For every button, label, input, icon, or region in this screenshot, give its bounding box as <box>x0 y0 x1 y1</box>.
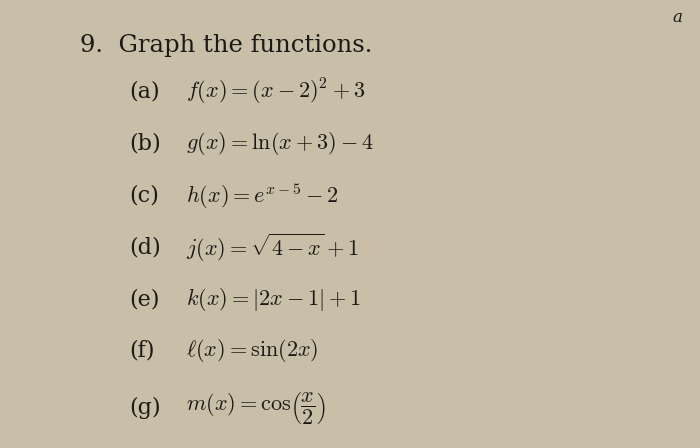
Text: (c): (c) <box>130 185 160 207</box>
Text: $\ell(x) = \sin(2x)$: $\ell(x) = \sin(2x)$ <box>186 337 318 364</box>
Text: $m(x) = \cos\!\left(\dfrac{x}{2}\right)$: $m(x) = \cos\!\left(\dfrac{x}{2}\right)$ <box>186 390 326 426</box>
Text: $h(x) = e^{x-5} - 2$: $h(x) = e^{x-5} - 2$ <box>186 181 338 211</box>
Text: (g): (g) <box>130 396 161 419</box>
Text: 9.  Graph the functions.: 9. Graph the functions. <box>80 34 373 56</box>
Text: (d): (d) <box>130 237 161 259</box>
Text: $j(x) = \sqrt{4-x} + 1$: $j(x) = \sqrt{4-x} + 1$ <box>186 232 359 264</box>
Text: (e): (e) <box>130 288 160 310</box>
Text: (f): (f) <box>130 340 155 362</box>
Text: (a): (a) <box>130 81 160 103</box>
Text: a: a <box>673 9 682 26</box>
Text: $k(x) = |2x - 1| + 1$: $k(x) = |2x - 1| + 1$ <box>186 286 360 313</box>
Text: $f(x) = (x-2)^2 + 3$: $f(x) = (x-2)^2 + 3$ <box>186 77 365 107</box>
Text: (b): (b) <box>130 132 161 155</box>
Text: $g(x) = \mathrm{ln}(x+3) - 4$: $g(x) = \mathrm{ln}(x+3) - 4$ <box>186 130 373 157</box>
